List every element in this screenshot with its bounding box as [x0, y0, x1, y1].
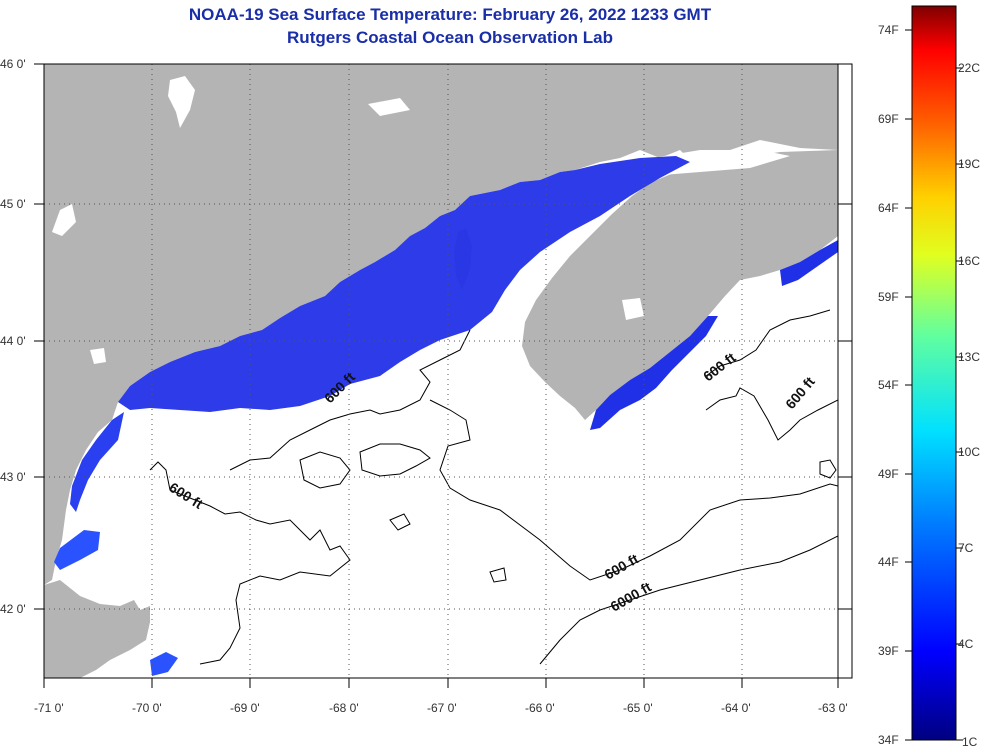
map-subtitle: Rutgers Coastal Ocean Observation Lab — [287, 28, 613, 47]
colorbar-ticks — [905, 29, 963, 741]
colorbar-f-59: 59F — [878, 290, 899, 304]
land-cape-cod — [44, 580, 150, 678]
sst-band-cape-sable — [780, 240, 838, 286]
colorbar-c-4: 4C — [958, 637, 974, 651]
lake — [90, 348, 106, 364]
lat-label-44: 44 0' — [0, 334, 26, 348]
sst-band-south — [54, 530, 100, 570]
land-nova-scotia — [522, 150, 838, 420]
colorbar-f-64: 64F — [878, 201, 899, 215]
colorbar-f-44: 44F — [878, 555, 899, 569]
colorbar-f-54: 54F — [878, 378, 899, 392]
lake — [368, 98, 410, 116]
colorbar-f-34: 34F — [878, 733, 899, 747]
lon-label-70: -70 0' — [132, 701, 162, 715]
colorbar-f-74: 74F — [878, 23, 899, 37]
lake — [52, 204, 76, 236]
lat-label-42: 42 0' — [0, 602, 26, 616]
lake — [168, 76, 195, 128]
lake — [640, 150, 790, 176]
colorbar-c-10: 10C — [958, 445, 980, 459]
lon-label-69: -69 0' — [230, 701, 260, 715]
colorbar-f-49: 49F — [878, 467, 899, 481]
lon-label-66: -66 0' — [525, 701, 555, 715]
lat-label-45: 45 0' — [0, 197, 26, 211]
lat-label-43: 43 0' — [0, 470, 26, 484]
colorbar — [911, 5, 957, 741]
map-title: NOAA-19 Sea Surface Temperature: Februar… — [188, 5, 712, 24]
lat-label-46: 46 0' — [0, 57, 26, 71]
colorbar-f-39: 39F — [878, 644, 899, 658]
sst-band-western — [70, 412, 124, 512]
colorbar-c-7: 7C — [958, 541, 974, 555]
depth-contours — [149, 309, 838, 665]
lon-label-68: -68 0' — [329, 701, 359, 715]
lon-label-67: -67 0' — [427, 701, 457, 715]
colorbar-c-16: 16C — [958, 254, 980, 268]
lon-label-71: -71 0' — [34, 701, 64, 715]
colorbar-c-1: 1C — [962, 735, 978, 749]
colorbar-c-13: 13C — [958, 350, 980, 364]
sst-band-nova-scotia — [590, 316, 718, 430]
colorbar-c-19: 19C — [958, 157, 980, 171]
lon-label-65: -65 0' — [623, 701, 653, 715]
lake — [622, 298, 644, 320]
land-mainland — [44, 64, 838, 585]
lon-label-63: -63 0' — [818, 701, 848, 715]
colorbar-c-22: 22C — [958, 61, 980, 75]
colorbar-f-69: 69F — [878, 112, 899, 126]
lon-label-64: -64 0' — [721, 701, 751, 715]
sst-band-cape-cod — [150, 652, 178, 676]
axis-ticks — [34, 63, 852, 688]
sst-band-gulf-of-maine — [118, 156, 690, 412]
